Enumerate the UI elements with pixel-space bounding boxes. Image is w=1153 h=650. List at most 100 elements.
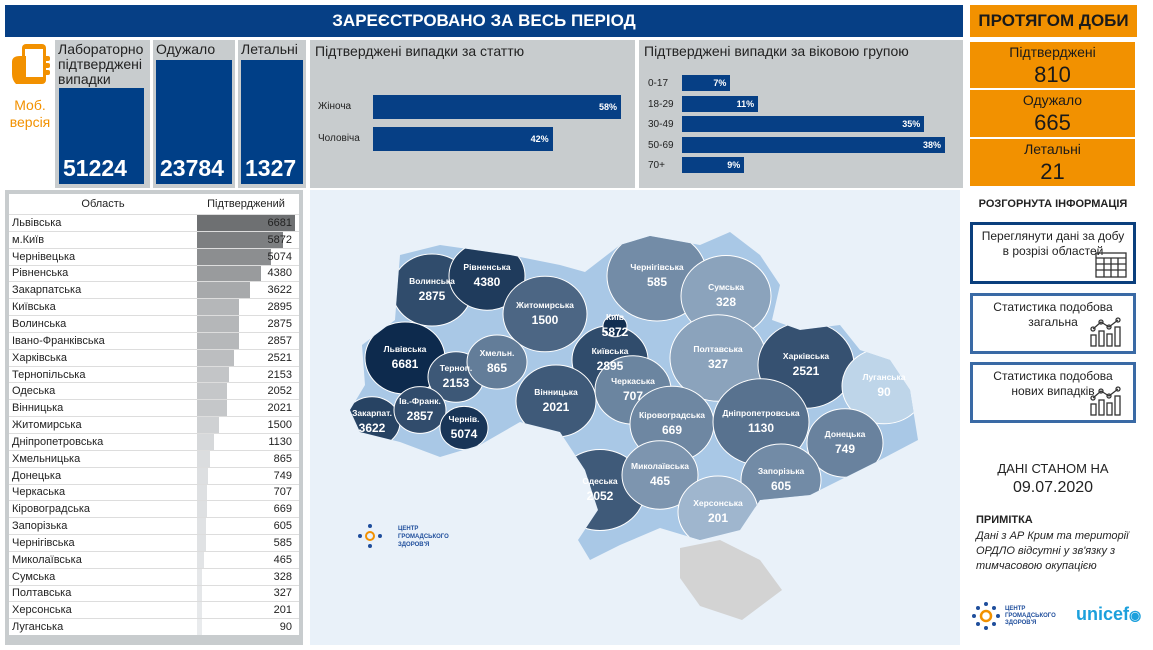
region-name: м.Київ bbox=[12, 233, 45, 246]
map-region-name: Луганська bbox=[862, 372, 905, 382]
col-region[interactable]: Область bbox=[81, 198, 125, 210]
value-bar bbox=[197, 568, 202, 585]
value-bar bbox=[197, 501, 207, 518]
table-row[interactable]: Київська 2895 bbox=[9, 298, 299, 316]
region-name: Кіровоградська bbox=[12, 503, 90, 516]
mobile-version-link[interactable]: Моб. версія bbox=[5, 42, 55, 131]
daily-value: 21 bbox=[1040, 159, 1065, 184]
map-region-value: 5872 bbox=[602, 325, 629, 339]
map-region-value: 5074 bbox=[451, 427, 478, 441]
map-region-value: 865 bbox=[487, 361, 507, 375]
map-region-name: Київська bbox=[592, 346, 629, 356]
kpi-value: 1327 bbox=[241, 60, 303, 184]
table-row[interactable]: Одеська 2052 bbox=[9, 382, 299, 400]
value-bar bbox=[197, 484, 208, 501]
daily-stats-button[interactable]: Статистика подобова загальна bbox=[970, 293, 1136, 354]
value-bar bbox=[197, 332, 239, 349]
region-value: 2153 bbox=[267, 368, 292, 381]
map-region-name: Київ bbox=[606, 312, 624, 322]
region-value: 4380 bbox=[267, 267, 292, 280]
table-row[interactable]: Івано-Франківська 2857 bbox=[9, 331, 299, 349]
age-chart: Підтверджені випадки за віковою групою 0… bbox=[639, 40, 963, 188]
table-row[interactable]: Луганська 90 bbox=[9, 618, 299, 636]
table-row[interactable]: Чернівецька 5074 bbox=[9, 247, 299, 265]
region-value: 749 bbox=[273, 469, 292, 482]
table-row[interactable]: Полтавська 327 bbox=[9, 584, 299, 602]
region-name: Сумська bbox=[12, 570, 56, 583]
region-value: 585 bbox=[273, 536, 292, 549]
region-name: Київська bbox=[12, 301, 56, 314]
map-region-value: 3622 bbox=[359, 421, 386, 435]
table-row[interactable]: Миколаївська 465 bbox=[9, 550, 299, 568]
daily-value: 665 bbox=[1034, 110, 1071, 135]
age-label: 70+ bbox=[648, 160, 665, 171]
map-region-value: 2052 bbox=[587, 489, 614, 503]
value-bar bbox=[197, 417, 219, 433]
region-name: Харківська bbox=[12, 351, 67, 364]
period-header: ЗАРЕЄСТРОВАНО ЗА ВЕСЬ ПЕРІОД bbox=[5, 5, 963, 37]
gender-bar: 58% bbox=[373, 95, 621, 119]
table-row[interactable]: Донецька 749 bbox=[9, 466, 299, 484]
map-region-name: Вінницька bbox=[534, 387, 578, 397]
unicef-globe-icon: ◉ bbox=[1129, 607, 1142, 623]
value-bar bbox=[197, 316, 240, 332]
region-value: 1130 bbox=[268, 435, 292, 448]
table-row[interactable]: Львівська 6681 bbox=[9, 214, 299, 231]
region-value: 2857 bbox=[267, 334, 292, 347]
gender-bar-label: 58% bbox=[598, 102, 617, 112]
map-region[interactable] bbox=[393, 386, 447, 434]
map-region[interactable] bbox=[502, 275, 588, 353]
region-name: Хмельницька bbox=[12, 452, 81, 465]
map-region-value: 6681 bbox=[392, 357, 419, 371]
table-row[interactable]: Сумська 328 bbox=[9, 567, 299, 585]
table-row[interactable]: м.Київ 5872 bbox=[9, 230, 299, 248]
map-region-name: Терноп. bbox=[440, 363, 473, 373]
table-row[interactable]: Хмельницька 865 bbox=[9, 449, 299, 467]
value-bar bbox=[197, 433, 214, 450]
table-row[interactable]: Закарпатська 3622 bbox=[9, 281, 299, 299]
region-name: Одеська bbox=[12, 385, 56, 398]
value-bar bbox=[197, 619, 202, 636]
phc-logo-icon bbox=[972, 602, 1000, 630]
map-region-value: 1130 bbox=[748, 421, 774, 435]
map-region-name: Одеська bbox=[582, 476, 618, 486]
value-bar bbox=[197, 518, 206, 535]
col-confirmed[interactable]: Підтверджений bbox=[207, 198, 285, 210]
table-row[interactable]: Волинська 2875 bbox=[9, 315, 299, 332]
table-row[interactable]: Вінницька 2021 bbox=[9, 399, 299, 417]
region-value: 2021 bbox=[267, 402, 292, 415]
table-row[interactable]: Черкаська 707 bbox=[9, 483, 299, 501]
daily-by-region-button[interactable]: Переглянути дані за добу в розрізі облас… bbox=[970, 222, 1136, 284]
table-row[interactable]: Запорізька 605 bbox=[9, 517, 299, 535]
region-value: 865 bbox=[273, 452, 292, 465]
map-region-name: Чернів. bbox=[449, 414, 480, 424]
kpi-label: Лабораторно підтверджені випадки bbox=[58, 41, 144, 87]
table-row[interactable]: Чернігівська 585 bbox=[9, 534, 299, 551]
table-row[interactable]: Рівненська 4380 bbox=[9, 264, 299, 282]
region-name: Черкаська bbox=[12, 486, 66, 499]
daily-value: 810 bbox=[1034, 62, 1071, 87]
region-name: Запорізька bbox=[12, 520, 68, 533]
map-region-value: 2521 bbox=[793, 364, 820, 378]
value-bar bbox=[197, 383, 228, 400]
map-region[interactable] bbox=[621, 440, 699, 510]
region-name: Тернопільська bbox=[12, 368, 86, 381]
map-region[interactable] bbox=[439, 405, 489, 451]
table-row[interactable]: Тернопільська 2153 bbox=[9, 365, 299, 383]
map-region-name: Львівська bbox=[384, 344, 427, 354]
age-bar-label: 7% bbox=[713, 78, 727, 88]
map-region[interactable] bbox=[806, 408, 884, 478]
regions-table: Область Підтверджений Львівська 6681 м.Киї… bbox=[5, 190, 303, 645]
table-row[interactable]: Херсонська 201 bbox=[9, 601, 299, 619]
kpi-confirmed: Лабораторно підтверджені випадки 51224 bbox=[55, 40, 150, 188]
svg-text:ЗДОРОВ'Я: ЗДОРОВ'Я bbox=[398, 542, 429, 548]
kpi-value: 51224 bbox=[59, 88, 144, 184]
map-region[interactable] bbox=[466, 334, 528, 390]
table-row[interactable]: Кіровоградська 669 bbox=[9, 500, 299, 518]
map-region[interactable] bbox=[602, 314, 628, 338]
table-row[interactable]: Дніпропетровська 1130 bbox=[9, 432, 299, 450]
table-row[interactable]: Житомирська 1500 bbox=[9, 416, 299, 433]
table-row[interactable]: Харківська 2521 bbox=[9, 348, 299, 366]
age-label: 50-69 bbox=[648, 139, 674, 151]
daily-new-cases-button[interactable]: Статистика подобова нових випадків bbox=[970, 362, 1136, 423]
